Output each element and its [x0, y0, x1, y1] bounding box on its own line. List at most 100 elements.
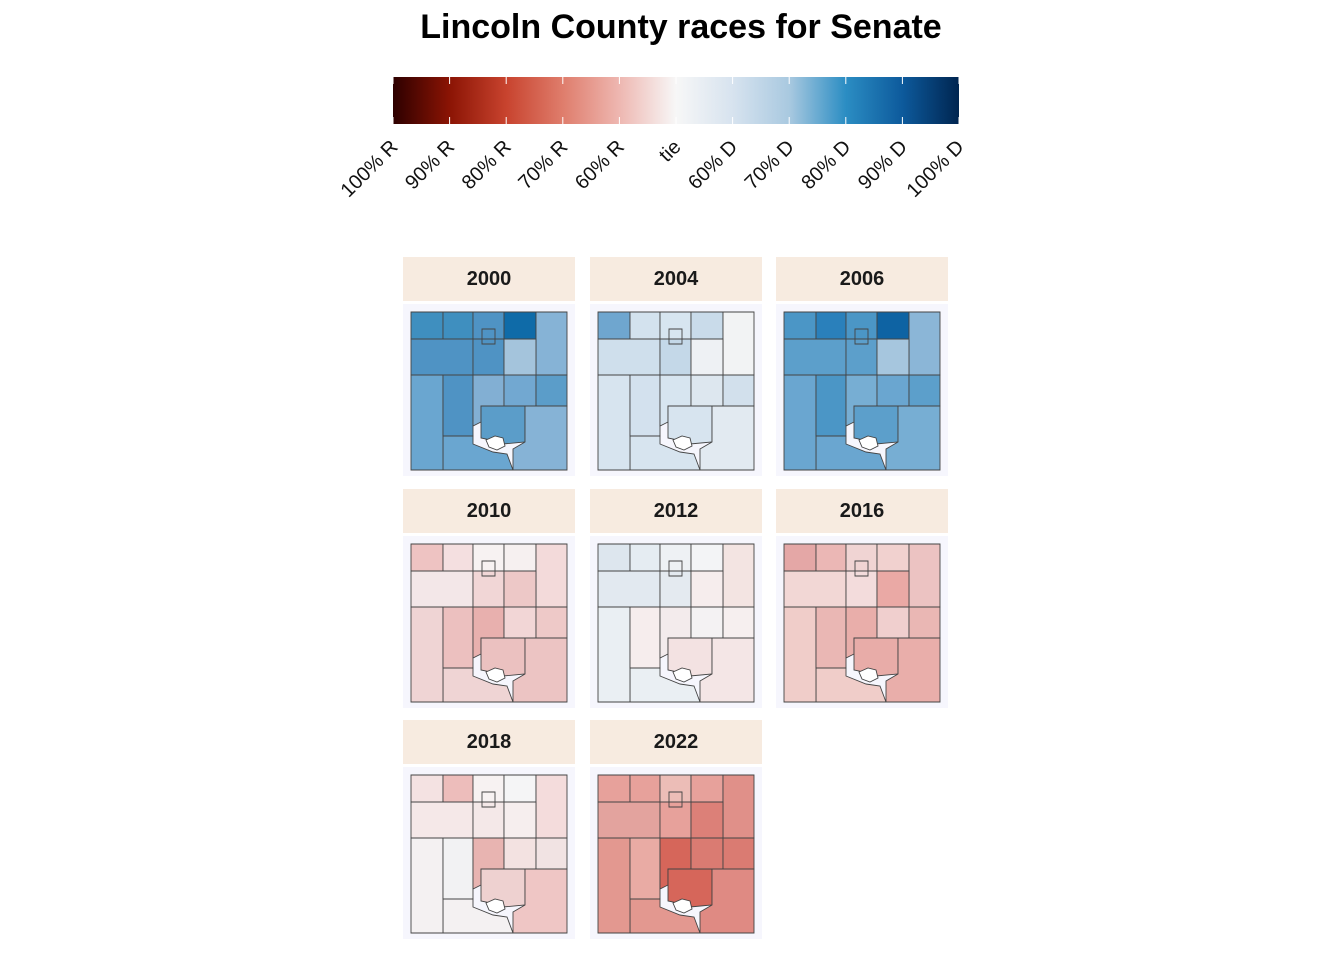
- precinct: [411, 838, 443, 933]
- precinct: [504, 544, 536, 571]
- precinct: [691, 838, 723, 869]
- precinct: [504, 571, 536, 607]
- precinct: [723, 607, 754, 638]
- precinct-map: [403, 304, 575, 476]
- precinct: [411, 339, 473, 375]
- map-area: [403, 767, 575, 939]
- precinct: [630, 312, 660, 339]
- city-enclave: [482, 561, 495, 576]
- precinct: [411, 312, 443, 339]
- precinct: [877, 339, 909, 375]
- precinct: [877, 312, 909, 339]
- precinct: [504, 607, 536, 638]
- precinct-map: [403, 767, 575, 939]
- precinct: [816, 375, 846, 436]
- legend-label: 80% R: [458, 136, 516, 194]
- map-panel-2022: 2022: [590, 720, 762, 939]
- precinct: [598, 607, 630, 702]
- precinct: [536, 312, 567, 375]
- precinct: [909, 312, 940, 375]
- precinct: [598, 312, 630, 339]
- map-panel-2004: 2004: [590, 257, 762, 476]
- precinct: [784, 571, 846, 607]
- precinct: [723, 312, 754, 375]
- precinct: [443, 775, 473, 802]
- city-enclave: [669, 329, 682, 344]
- panel-year-label: 2022: [590, 720, 762, 764]
- precinct: [816, 607, 846, 668]
- precinct: [877, 571, 909, 607]
- precinct: [723, 375, 754, 406]
- precinct: [598, 544, 630, 571]
- precinct: [536, 775, 567, 838]
- map-panel-2010: 2010: [403, 489, 575, 708]
- legend-label: 80% D: [797, 136, 855, 194]
- legend-label: tie: [655, 136, 685, 166]
- map-panel-2018: 2018: [403, 720, 575, 939]
- map-area: [590, 536, 762, 708]
- precinct: [536, 838, 567, 869]
- map-panel-2000: 2000: [403, 257, 575, 476]
- legend-label: 60% D: [684, 136, 742, 194]
- precinct: [536, 544, 567, 607]
- precinct: [784, 607, 816, 702]
- map-area: [403, 536, 575, 708]
- precinct: [411, 544, 443, 571]
- precinct: [443, 544, 473, 571]
- precinct-map: [590, 304, 762, 476]
- map-area: [590, 304, 762, 476]
- precinct: [816, 544, 846, 571]
- legend-label: 70% D: [741, 136, 799, 194]
- precinct: [691, 775, 723, 802]
- precinct: [723, 544, 754, 607]
- precinct: [443, 375, 473, 436]
- precinct: [411, 375, 443, 470]
- precinct: [411, 571, 473, 607]
- precinct: [504, 375, 536, 406]
- precinct: [784, 544, 816, 571]
- panel-year-label: 2010: [403, 489, 575, 533]
- panel-year-label: 2000: [403, 257, 575, 301]
- map-area: [590, 767, 762, 939]
- precinct: [443, 838, 473, 899]
- panel-year-label: 2016: [776, 489, 948, 533]
- precinct: [630, 838, 660, 899]
- precinct-map: [776, 304, 948, 476]
- precinct: [630, 607, 660, 668]
- city-enclave: [855, 561, 868, 576]
- precinct: [504, 838, 536, 869]
- map-area: [776, 536, 948, 708]
- precinct: [504, 312, 536, 339]
- precinct: [536, 375, 567, 406]
- city-enclave: [855, 329, 868, 344]
- precinct: [536, 607, 567, 638]
- color-legend: 100% R90% R80% R70% R60% Rtie60% D70% D8…: [340, 70, 1040, 220]
- city-enclave: [482, 329, 495, 344]
- legend-label: 100% D: [903, 136, 969, 202]
- panel-year-label: 2012: [590, 489, 762, 533]
- precinct: [691, 544, 723, 571]
- map-panel-2016: 2016: [776, 489, 948, 708]
- precinct: [691, 607, 723, 638]
- precinct: [784, 312, 816, 339]
- precinct: [598, 375, 630, 470]
- precinct: [443, 312, 473, 339]
- map-area: [776, 304, 948, 476]
- legend-label: 70% R: [514, 136, 572, 194]
- city-enclave: [669, 561, 682, 576]
- panel-year-label: 2004: [590, 257, 762, 301]
- precinct: [411, 607, 443, 702]
- precinct: [411, 775, 443, 802]
- precinct: [598, 571, 660, 607]
- precinct: [443, 607, 473, 668]
- precinct: [691, 571, 723, 607]
- precinct: [784, 375, 816, 470]
- panel-year-label: 2006: [776, 257, 948, 301]
- precinct: [723, 775, 754, 838]
- precinct: [877, 607, 909, 638]
- precinct-map: [590, 536, 762, 708]
- precinct: [909, 607, 940, 638]
- map-area: [403, 304, 575, 476]
- precinct: [630, 544, 660, 571]
- precinct: [504, 802, 536, 838]
